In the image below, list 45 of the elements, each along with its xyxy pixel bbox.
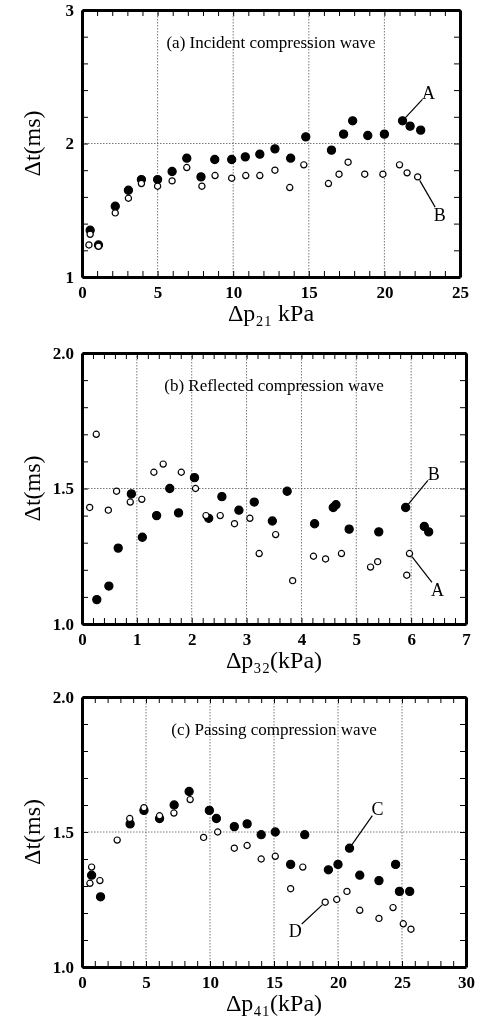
- x-axis-title: Δp₄₁(kPa): [225, 990, 323, 1016]
- y-tick-label: 1.0: [52, 614, 74, 634]
- text: (b) Reflected compression wave: [164, 376, 384, 395]
- text: (a) Incident compression wave: [166, 33, 376, 52]
- y-axis-title: Δt(ms): [19, 455, 45, 522]
- x-tick-label: 30: [458, 973, 475, 993]
- x-tick-label: 2: [187, 630, 197, 650]
- x-tick-label: 10: [225, 283, 243, 303]
- x-tick-label: 15: [266, 973, 283, 993]
- x-tick-label: 5: [142, 973, 151, 993]
- annotation: B: [433, 205, 446, 226]
- y-tick-label: 1.5: [52, 822, 74, 842]
- annotation: A: [422, 83, 436, 104]
- x-tick-label: 25: [452, 283, 469, 303]
- x-tick-label: 4: [297, 630, 307, 650]
- x-tick-label: 15: [300, 283, 318, 303]
- x-tick-label: 0: [78, 630, 87, 650]
- x-tick-label: 3: [242, 630, 252, 650]
- x-tick-label: 5: [153, 283, 163, 303]
- y-tick-label: 2.0: [52, 687, 74, 707]
- annotation: C: [371, 798, 384, 819]
- x-axis-title: Δp₂₁ kPa: [227, 300, 315, 326]
- x-tick-label: 25: [394, 973, 411, 993]
- x-tick-label: 20: [376, 283, 394, 303]
- y-tick-label: 2.0: [52, 343, 74, 363]
- y-axis-title: Δt(ms): [19, 110, 45, 177]
- x-tick-label: 10: [202, 973, 219, 993]
- y-tick-label: 3: [65, 0, 74, 20]
- x-tick-label: 5: [352, 630, 362, 650]
- annotation: A: [431, 579, 444, 600]
- x-tick-label: 0: [78, 283, 87, 303]
- x-tick-label: 0: [78, 973, 87, 993]
- x-axis-title: Δp₃₂(kPa): [225, 647, 323, 673]
- x-tick-label: 1: [133, 630, 142, 650]
- x-tick-label: 6: [407, 630, 416, 650]
- x-tick-label: 7: [462, 630, 472, 650]
- text: (c) Passing compression wave: [171, 720, 377, 739]
- x-tick-label: 20: [330, 973, 347, 993]
- y-tick-label: 2: [65, 134, 74, 154]
- y-tick-label: 1: [65, 267, 74, 287]
- annotation: B: [427, 463, 440, 484]
- y-axis-title: Δt(ms): [19, 798, 45, 866]
- y-tick-label: 1.5: [52, 479, 74, 499]
- annotation: D: [288, 920, 302, 941]
- y-tick-label: 1.0: [52, 957, 74, 977]
